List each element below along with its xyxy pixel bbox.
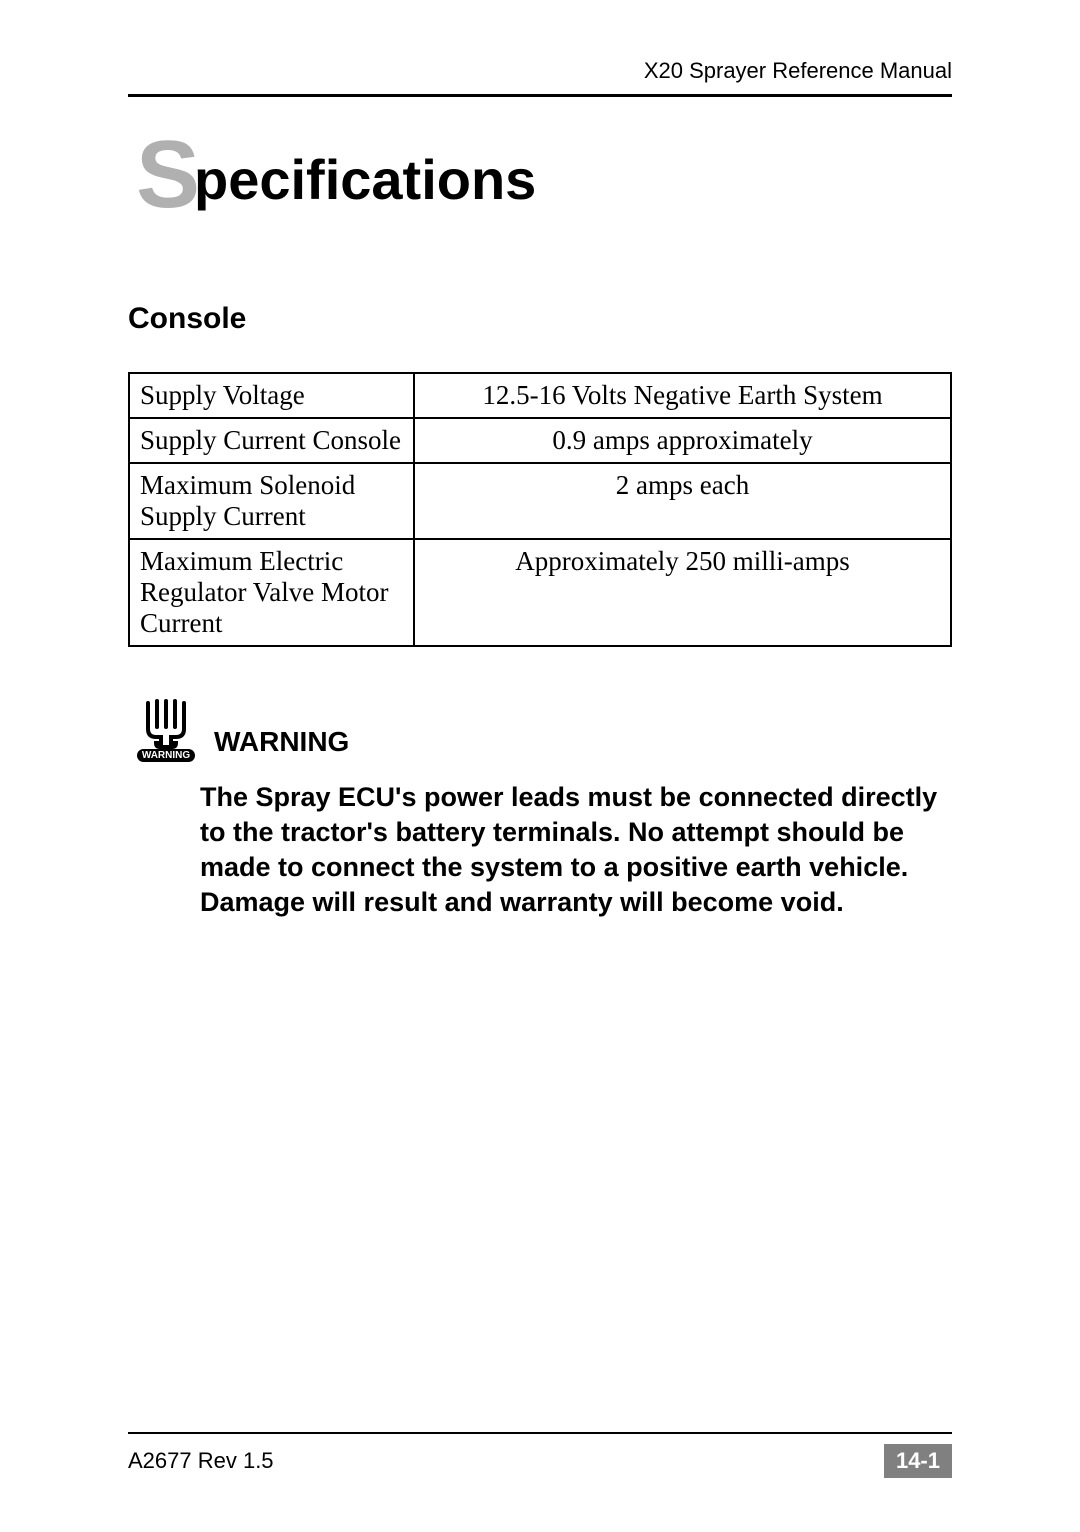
spec-value: 12.5-16 Volts Negative Earth System — [414, 373, 951, 418]
spec-value: 2 amps each — [414, 463, 951, 539]
doc-header-title: X20 Sprayer Reference Manual — [128, 58, 952, 94]
warning-body-text: The Spray ECU's power leads must be conn… — [128, 780, 952, 920]
spec-table: Supply Voltage 12.5-16 Volts Negative Ea… — [128, 372, 952, 647]
spec-label: Supply Voltage — [129, 373, 414, 418]
warning-label: WARNING — [214, 726, 349, 762]
page-footer: A2677 Rev 1.5 14-1 — [128, 1432, 952, 1478]
table-row: Maximum Solenoid Supply Current 2 amps e… — [129, 463, 951, 539]
title-text: pecifications — [148, 148, 536, 211]
table-row: Supply Current Console 0.9 amps approxim… — [129, 418, 951, 463]
page-number-badge: 14-1 — [884, 1444, 952, 1478]
warning-icon-badge: WARNING — [137, 749, 195, 762]
table-row: Supply Voltage 12.5-16 Volts Negative Ea… — [129, 373, 951, 418]
section-heading-console: Console — [128, 302, 952, 336]
footer-divider — [128, 1432, 952, 1434]
spec-label: Maximum Solenoid Supply Current — [129, 463, 414, 539]
warning-header: WARNING WARNING — [136, 697, 952, 762]
warning-icon: WARNING — [136, 697, 196, 762]
spec-label: Supply Current Console — [129, 418, 414, 463]
spec-value: Approximately 250 milli-amps — [414, 539, 951, 646]
header-divider — [128, 94, 952, 97]
spec-label: Maximum Electric Regulator Valve Motor C… — [129, 539, 414, 646]
footer-revision: A2677 Rev 1.5 — [128, 1448, 274, 1474]
table-row: Maximum Electric Regulator Valve Motor C… — [129, 539, 951, 646]
page-title: S pecifications — [148, 147, 952, 212]
spec-value: 0.9 amps approximately — [414, 418, 951, 463]
